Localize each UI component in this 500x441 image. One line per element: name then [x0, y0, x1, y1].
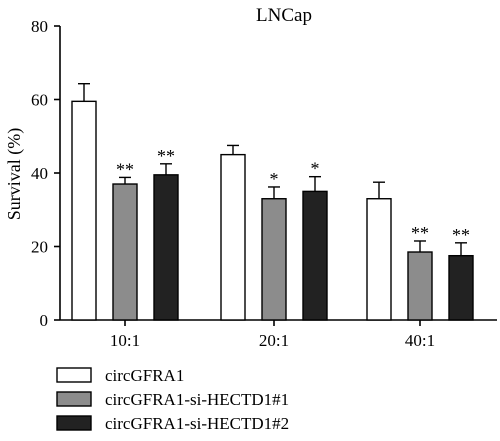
bar: [220, 153, 246, 321]
y-tick-label: 0: [40, 311, 49, 330]
significance-label: **: [116, 159, 134, 179]
legend-swatch: [56, 391, 92, 407]
significance-label: **: [411, 223, 429, 243]
significance-label: *: [311, 159, 320, 179]
significance-label: **: [157, 146, 175, 166]
significance-label: **: [452, 225, 470, 245]
bar: [261, 198, 287, 321]
significance-label: *: [270, 169, 279, 189]
chart-title: LNCap: [256, 5, 312, 26]
legend-label: circGFRA1: [105, 366, 184, 385]
bars: ******** **: [71, 82, 474, 321]
y-tick-label: 40: [31, 164, 48, 183]
bar: [71, 100, 97, 321]
legend: circGFRA1 circGFRA1-si-HECTD1#1 circGFRA1-…: [56, 366, 289, 433]
legend-swatch: [56, 367, 92, 383]
y-tick-label: 60: [31, 91, 48, 110]
x-tick-label: 40:1: [405, 331, 435, 350]
legend-label: circGFRA1-si-HECTD1#1: [105, 390, 289, 409]
legend-swatch: [56, 415, 92, 431]
bar: [302, 190, 328, 321]
bar: [448, 254, 474, 321]
bar: [366, 198, 392, 321]
bar: [153, 174, 179, 321]
legend-label: circGFRA1-si-HECTD1#2: [105, 414, 289, 433]
x-tick-label: 20:1: [259, 331, 289, 350]
y-tick-label: 20: [31, 238, 48, 257]
bar: [407, 251, 433, 321]
bar: [112, 183, 138, 321]
y-axis-label: Survival (%): [4, 128, 25, 220]
x-tick-label: 10:1: [110, 331, 140, 350]
y-tick-label: 80: [31, 17, 48, 36]
